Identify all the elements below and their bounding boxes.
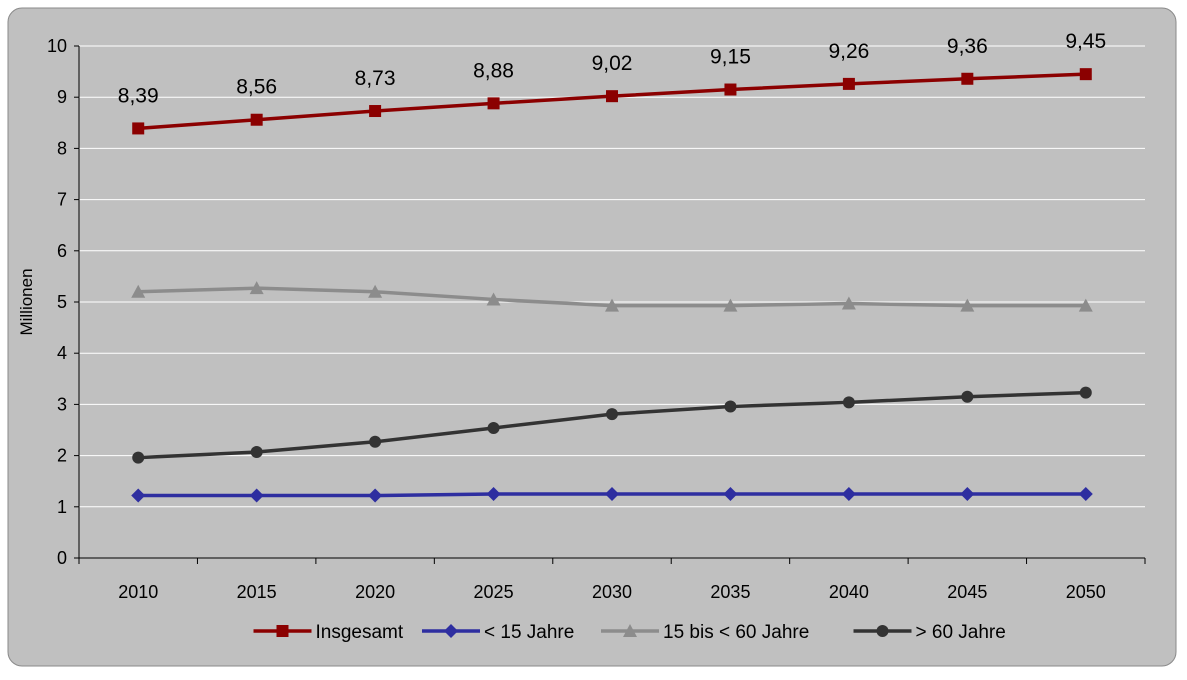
data-point <box>723 487 738 501</box>
data-point <box>131 284 146 298</box>
x-tick-label: 2020 <box>355 582 395 602</box>
legend-item: > 60 Jahre <box>853 622 1006 643</box>
data-label: 9,36 <box>947 35 988 58</box>
data-point <box>1078 487 1093 501</box>
data-point <box>249 488 264 503</box>
y-tick-label: 0 <box>57 548 67 568</box>
data-point <box>876 625 889 637</box>
data-point <box>841 296 856 310</box>
data-point <box>960 487 975 501</box>
y-tick-label: 7 <box>57 190 67 210</box>
data-point <box>606 408 618 421</box>
series <box>131 281 1093 312</box>
y-tick-label: 5 <box>57 292 67 312</box>
data-point <box>1079 68 1092 81</box>
data-point <box>724 83 737 96</box>
x-tick-label: 2035 <box>710 582 750 602</box>
series <box>131 487 1093 503</box>
data-point <box>369 435 382 448</box>
data-point <box>486 487 501 501</box>
data-point <box>368 284 383 298</box>
x-tick-label: 2025 <box>474 582 514 602</box>
data-label: 9,45 <box>1065 30 1106 53</box>
data-point <box>276 625 289 637</box>
data-labels: 8,39 8,56 8,73 8,88 9,02 9,15 9,26 9,36 9,45 <box>118 30 1106 107</box>
data-point <box>723 298 738 312</box>
data-point <box>623 624 637 637</box>
data-point <box>131 488 146 503</box>
data-point <box>961 390 974 403</box>
gridlines <box>79 45 1145 508</box>
series <box>132 68 1092 135</box>
data-label: 9,15 <box>710 46 751 69</box>
series-group <box>131 68 1093 503</box>
legend-label: Insgesamt <box>316 622 404 643</box>
data-point <box>250 113 263 126</box>
x-tick-label: 2045 <box>947 582 987 602</box>
data-point <box>132 122 145 135</box>
legend: Insgesamt < 15 Jahre 15 bis < 60 Jahre > 60… <box>253 622 1006 643</box>
legend-item: < 15 Jahre <box>422 622 574 643</box>
data-point <box>249 281 264 295</box>
legend-item: 15 bis < 60 Jahre <box>601 622 809 643</box>
data-point <box>250 446 263 459</box>
data-point <box>1079 386 1092 399</box>
data-point <box>606 90 618 103</box>
data-point <box>842 396 855 409</box>
data-point <box>842 77 855 90</box>
legend-item: Insgesamt <box>253 622 404 643</box>
data-point <box>444 624 458 638</box>
data-label: 8,73 <box>355 67 396 90</box>
data-point <box>1078 298 1093 312</box>
y-tick-label: 8 <box>57 138 67 158</box>
y-tick-label: 4 <box>57 343 67 363</box>
y-tick-label: 9 <box>57 87 67 107</box>
data-label: 9,26 <box>828 40 869 63</box>
y-tick-label: 6 <box>57 241 67 261</box>
legend-label: > 60 Jahre <box>916 622 1006 643</box>
legend-label: < 15 Jahre <box>484 622 574 643</box>
data-label: 9,02 <box>592 52 633 75</box>
x-tick-label: 2030 <box>592 582 632 602</box>
data-label: 8,56 <box>236 76 277 99</box>
data-point <box>724 400 737 413</box>
y-tick-label: 3 <box>57 394 67 414</box>
y-tick-labels: 0 1 2 3 4 5 6 7 8 9 10 <box>47 36 79 568</box>
y-tick-label: 10 <box>47 36 67 56</box>
data-point <box>960 298 975 312</box>
data-point <box>486 292 501 306</box>
data-point <box>605 298 619 312</box>
x-tick-labels: 2010 2015 2020 2025 2030 2035 2040 2045 2050 <box>78 558 1146 602</box>
x-tick-label: 2040 <box>829 582 869 602</box>
data-point <box>487 421 500 434</box>
x-tick-label: 2010 <box>118 582 158 602</box>
data-point <box>605 487 619 501</box>
x-tick-label: 2050 <box>1066 582 1106 602</box>
y-tick-label: 1 <box>57 497 67 517</box>
data-point <box>961 72 974 85</box>
legend-label: 15 bis < 60 Jahre <box>663 622 809 643</box>
data-label: 8,39 <box>118 84 159 107</box>
data-point <box>132 451 145 464</box>
data-point <box>487 97 500 110</box>
data-point <box>368 488 383 503</box>
data-point <box>841 487 856 501</box>
x-tick-label: 2015 <box>237 582 277 602</box>
y-axis-label: Millionen <box>17 268 36 335</box>
data-label: 8,88 <box>473 59 514 82</box>
series <box>132 386 1092 464</box>
y-tick-label: 2 <box>57 446 67 466</box>
data-point <box>369 105 382 118</box>
